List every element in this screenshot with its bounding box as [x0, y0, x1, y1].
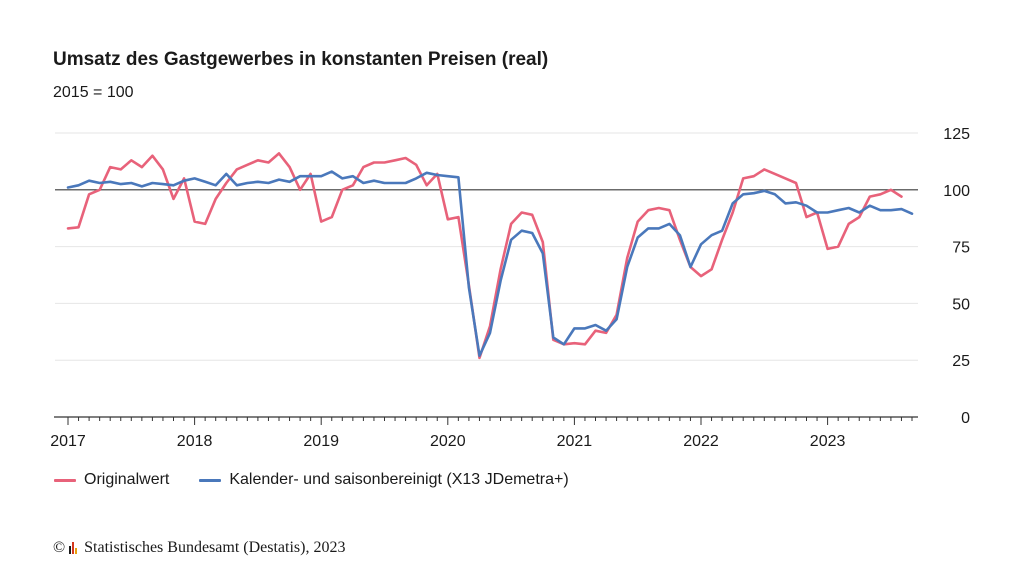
legend-item-adjusted: Kalender- und saisonbereinigt (X13 JDeme… [199, 471, 569, 489]
y-tick-label: 75 [952, 240, 970, 257]
legend-swatch-adjusted [199, 478, 222, 482]
chart-title: Umsatz des Gastgewerbes in konstanten Pr… [53, 49, 549, 70]
y-tick-label: 50 [952, 296, 970, 313]
x-tick-label: 2021 [557, 433, 593, 450]
x-tick-label: 2020 [430, 433, 466, 450]
series-line-originalwert [66, 152, 903, 360]
destatis-logo-icon [69, 542, 78, 554]
x-tick-label: 2018 [177, 433, 213, 450]
chart-legend: Originalwert Kalender- und saisonbereini… [54, 471, 599, 489]
y-tick-label: 125 [943, 126, 970, 143]
y-tick-label: 0 [961, 410, 970, 427]
legend-swatch-original [54, 478, 76, 482]
series-line-saisonbereinigt [66, 170, 914, 358]
legend-label-adjusted: Kalender- und saisonbereinigt (X13 JDeme… [229, 471, 569, 488]
x-tick-label: 2023 [810, 433, 846, 450]
chart-subtitle: 2015 = 100 [53, 84, 134, 101]
legend-item-original: Originalwert [54, 471, 169, 489]
x-tick-label: 2017 [50, 433, 86, 450]
y-tick-label: 25 [952, 353, 970, 370]
source-text: Statistisches Bundesamt (Destatis), 2023 [84, 539, 346, 556]
x-tick-label: 2022 [683, 433, 719, 450]
y-tick-label: 100 [943, 183, 970, 200]
x-tick-label: 2019 [303, 433, 339, 450]
source-footer: © Statistisches Bundesamt (Destatis), 20… [53, 539, 345, 557]
legend-label-original: Originalwert [84, 471, 170, 488]
copyright-symbol: © [53, 539, 66, 556]
